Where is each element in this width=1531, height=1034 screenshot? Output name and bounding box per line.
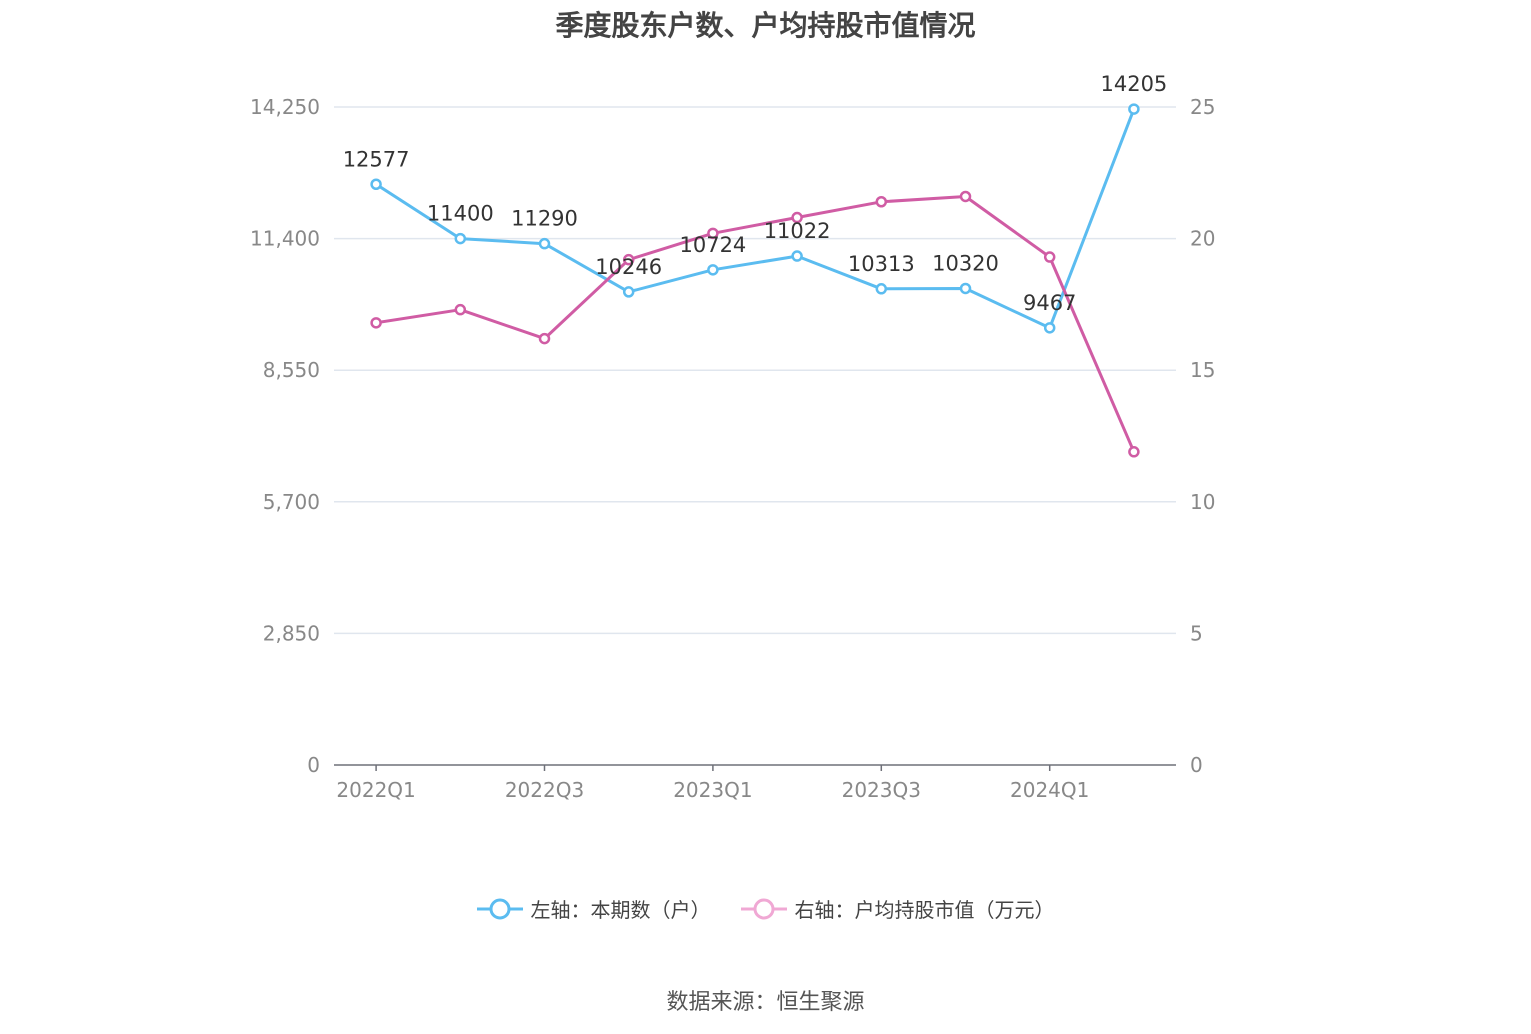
y-left-tick-label: 14,250: [250, 95, 320, 119]
legend: 左轴：本期数（户） 右轴：户均持股市值（万元）: [0, 894, 1531, 923]
x-tick-label: 2023Q1: [673, 778, 752, 802]
right-series-point: [959, 190, 972, 203]
y-right-tick-label: 5: [1190, 621, 1203, 645]
data-label: 10313: [848, 252, 915, 276]
data-label: 11400: [427, 202, 494, 226]
right-series-line: [375, 195, 1136, 453]
x-tick-label: 2022Q1: [336, 778, 415, 802]
legend-item-right-series[interactable]: 右轴：户均持股市值（万元）: [740, 894, 1055, 923]
y-right-tick-label: 0: [1190, 753, 1203, 777]
x-tick-label: 2023Q3: [842, 778, 921, 802]
gridlines: [334, 106, 1176, 635]
data-label: 11022: [764, 219, 831, 243]
left-series-point: [1128, 103, 1140, 115]
data-label: 11290: [511, 207, 578, 231]
x-tick-label: 2022Q3: [505, 778, 584, 802]
legend-left-series-icon: [476, 898, 523, 919]
data-source: 数据来源：恒生聚源: [666, 990, 865, 1015]
series: [370, 103, 1140, 458]
right-series-point: [791, 211, 803, 224]
legend-right-series-icon: [740, 898, 787, 919]
y-right-tick-label: 25: [1190, 95, 1215, 119]
data-label: 12577: [343, 147, 410, 171]
x-tick-label: 2024Q1: [1010, 778, 1089, 802]
right-series-point: [1043, 251, 1056, 263]
line-chart: 0 0 2,850 5 5,700 10 8,550 15 11,400 20 14,250 25 20…: [250, 72, 1215, 802]
right-series-point: [538, 332, 551, 345]
y-right-tick-label: 20: [1190, 227, 1215, 251]
data-label: 10724: [679, 233, 746, 257]
data-label: 10246: [595, 255, 662, 279]
data-label: 9467: [1023, 291, 1076, 315]
chart-title: 季度股东户数、户均持股市值情况: [555, 9, 976, 42]
left-series-point: [538, 237, 551, 250]
legend-item-left-series[interactable]: 左轴：本期数（户）: [476, 894, 711, 923]
left-series-line: [375, 108, 1136, 330]
axes: 0 0 2,850 5 5,700 10 8,550 15 11,400 20 14,250 25 20…: [250, 95, 1215, 802]
y-right-tick-label: 15: [1190, 358, 1215, 382]
left-series-point: [370, 178, 382, 191]
right-series-point: [707, 227, 719, 240]
y-left-tick-label: 2,850: [263, 621, 320, 645]
right-series-point: [875, 196, 888, 208]
data-labels: 12577 11400 11290 10246 10724 11022 10313 10320…: [343, 72, 1168, 315]
y-left-tick-label: 0: [307, 753, 320, 777]
data-label: 10320: [932, 251, 999, 275]
right-series-point: [454, 303, 467, 316]
y-left-tick-label: 11,400: [250, 227, 320, 251]
legend-right-series-label: 右轴：户均持股市值（万元）: [794, 898, 1055, 922]
left-series-point: [707, 264, 719, 276]
left-series-point: [959, 282, 972, 295]
y-left-tick-label: 8,550: [263, 358, 320, 382]
left-series-point: [875, 283, 888, 295]
y-left-tick-label: 5,700: [263, 490, 320, 514]
legend-left-series-label: 左轴：本期数（户）: [530, 898, 711, 922]
y-right-tick-label: 10: [1190, 490, 1215, 514]
left-series-point: [622, 286, 635, 298]
right-series-point: [622, 253, 635, 266]
right-series-point: [1128, 446, 1140, 458]
left-series-point: [791, 250, 803, 262]
data-label: 14205: [1100, 72, 1167, 96]
left-series-point: [454, 232, 467, 245]
right-series-point: [370, 317, 382, 329]
left-series-point: [1043, 322, 1056, 334]
